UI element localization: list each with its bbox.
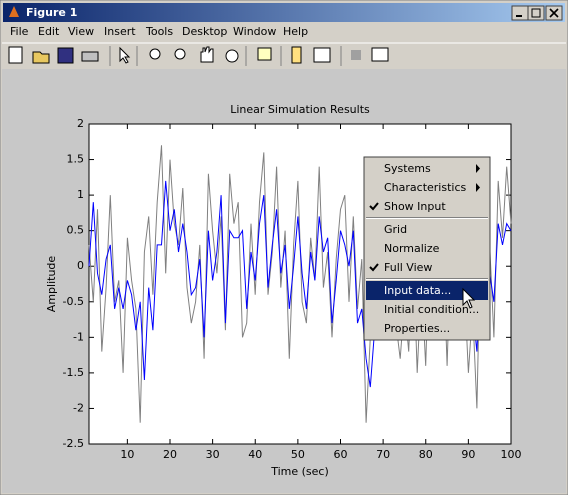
menu-item[interactable]: Show Input (384, 200, 446, 213)
y-axis-label: Amplitude (45, 256, 58, 313)
menu-item[interactable]: Normalize (384, 242, 440, 255)
title-bar (3, 3, 565, 22)
x-tick-label: 100 (501, 448, 522, 461)
menu-item[interactable]: Full View (384, 261, 432, 274)
menu-item[interactable]: Tools (145, 25, 173, 38)
y-tick-label: 1 (77, 188, 84, 201)
new-button[interactable] (8, 46, 23, 64)
pan-button[interactable] (200, 46, 214, 63)
icon (531, 8, 541, 18)
icon (549, 8, 559, 18)
y-tick-label: -2 (73, 401, 84, 414)
y-tick-label: -1 (73, 330, 84, 343)
menu-item[interactable]: File (10, 25, 29, 38)
menu-item[interactable]: Grid (384, 223, 407, 236)
check-mark (369, 263, 379, 272)
context-menu: Systems Characteristics Show Input Grid Norm… (363, 156, 491, 341)
zoom-in-button[interactable] (149, 48, 161, 60)
submenu-arrow (476, 183, 480, 192)
highlight (366, 281, 488, 300)
legend-button[interactable] (313, 47, 331, 63)
menu-box (363, 156, 491, 341)
y-tick-label: 1.5 (67, 153, 85, 166)
x-tick-label: 80 (419, 448, 433, 461)
window-title: Figure 1 (26, 6, 77, 19)
menu-item[interactable]: Initial condition... (384, 303, 479, 316)
zoom-out-button[interactable] (174, 48, 186, 60)
print-button[interactable] (81, 51, 99, 62)
show-tools-button[interactable] (371, 47, 389, 62)
x-tick-label: 60 (333, 448, 347, 461)
window-buttons (511, 5, 563, 21)
save-button[interactable] (57, 47, 74, 64)
x-tick-label: 30 (206, 448, 220, 461)
colorbar-button[interactable] (291, 46, 302, 64)
y-tick-label: -2.5 (63, 437, 84, 450)
x-axis-label: Time (sec) (270, 465, 329, 478)
toolbar (8, 46, 389, 66)
x-tick-label: 90 (461, 448, 475, 461)
y-tick-label: -0.5 (63, 295, 84, 308)
select-button[interactable] (119, 46, 131, 64)
y-tick-label: 2 (77, 117, 84, 130)
app-icon (9, 6, 19, 17)
y-tick-label: -1.5 (63, 366, 84, 379)
check-mark (369, 202, 379, 211)
menu-item[interactable]: Help (283, 25, 308, 38)
x-tick-label: 10 (120, 448, 134, 461)
x-tick-label: 20 (163, 448, 177, 461)
menu-item[interactable]: Desktop (182, 25, 227, 38)
menu-bar: File Edit View Insert Tools Desktop Window Help (10, 25, 308, 38)
menu-item[interactable]: View (68, 25, 94, 38)
x-tick-label: 70 (376, 448, 390, 461)
hide-tools-button[interactable] (351, 50, 361, 60)
submenu-arrow (476, 164, 480, 173)
menu-item[interactable]: Characteristics (384, 181, 467, 194)
y-tick-label: 0 (77, 259, 84, 272)
menu-item[interactable]: Edit (38, 25, 60, 38)
x-tick-label: 50 (291, 448, 305, 461)
chart-title: Linear Simulation Results (230, 103, 370, 116)
rotate-button[interactable] (225, 49, 239, 63)
data-cursor-button[interactable] (257, 47, 272, 61)
menu-item[interactable]: Window (233, 25, 276, 38)
menu-item[interactable]: Properties... (384, 322, 450, 335)
menu-item[interactable]: Systems (384, 162, 431, 175)
x-tick-label: 40 (248, 448, 262, 461)
maximize-button[interactable] (527, 5, 545, 21)
minimize-button[interactable] (511, 5, 529, 21)
menu-item[interactable]: Insert (104, 25, 136, 38)
y-tick-label: 0.5 (67, 224, 85, 237)
mouse-cursor (462, 287, 476, 309)
open-button[interactable] (32, 51, 50, 64)
menu-item[interactable]: Input data... (384, 284, 451, 297)
